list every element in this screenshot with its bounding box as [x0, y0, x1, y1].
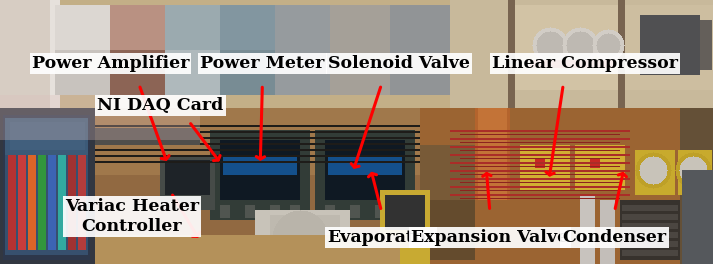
Text: Linear Compressor: Linear Compressor — [492, 55, 677, 72]
Text: Solenoid Valve: Solenoid Valve — [328, 55, 471, 72]
Text: Expansion Valve: Expansion Valve — [411, 229, 568, 246]
Text: Condenser: Condenser — [563, 229, 667, 246]
Text: NI DAQ Card: NI DAQ Card — [97, 97, 224, 114]
Text: Power Amplifier: Power Amplifier — [32, 55, 189, 72]
Text: Variac Heater
Controller: Variac Heater Controller — [65, 198, 199, 235]
Text: Evaporator: Evaporator — [327, 229, 436, 246]
Text: Power Meter: Power Meter — [200, 55, 324, 72]
